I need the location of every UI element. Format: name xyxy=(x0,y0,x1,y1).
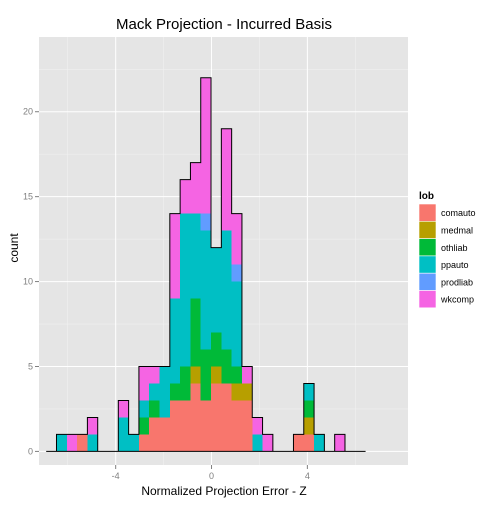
bar-segment-wkcomp xyxy=(334,434,345,452)
bar-segment-wkcomp xyxy=(169,213,181,299)
bar-segment-medmal xyxy=(231,383,242,401)
legend-label-comauto: comauto xyxy=(441,208,476,218)
bar-segment-ppauto xyxy=(221,230,232,350)
bar-segment-medmal xyxy=(241,383,253,401)
x-tick-label: 0 xyxy=(209,471,214,481)
bar-segment-ppauto xyxy=(118,417,129,452)
legend-label-othliab: othliab xyxy=(441,243,468,253)
bar-segment-wkcomp xyxy=(200,77,212,214)
bar-segment-ppauto xyxy=(56,434,67,452)
bar-segment-comauto xyxy=(180,400,191,452)
bar-segment-ppauto xyxy=(128,434,139,452)
bar-segment-othliab xyxy=(180,366,191,401)
bar-segment-ppauto xyxy=(303,383,315,401)
bar-segment-othliab xyxy=(221,349,232,384)
y-tick-label: 5 xyxy=(28,361,33,371)
bar-segment-comauto xyxy=(200,400,212,452)
legend-label-ppauto: ppauto xyxy=(441,260,469,270)
legend-key-medmal xyxy=(418,221,437,239)
bar-segment-othliab xyxy=(190,298,201,367)
legend-key-comauto xyxy=(418,203,437,222)
bar-segment-comauto xyxy=(159,417,170,452)
legend-label-wkcomp: wkcomp xyxy=(440,295,474,305)
bar-segment-medmal xyxy=(303,417,315,435)
stacked-bars xyxy=(56,77,345,452)
bar-segment-wkcomp xyxy=(138,366,150,401)
y-axis-label: count xyxy=(7,233,21,263)
bar-segment-wkcomp xyxy=(66,434,78,452)
x-axis-label: Normalized Projection Error - Z xyxy=(141,484,306,498)
bar-segment-comauto xyxy=(241,400,253,452)
legend-key-prodliab xyxy=(418,272,437,291)
y-tick-label: 15 xyxy=(23,192,33,202)
bar-segment-prodliab xyxy=(231,264,242,282)
bar-segment-comauto xyxy=(138,434,150,452)
bar-segment-comauto xyxy=(190,383,201,452)
y-tick-label: 20 xyxy=(23,107,33,117)
bar-segment-ppauto xyxy=(200,230,212,350)
bar-segment-othliab xyxy=(149,400,160,418)
x-tick-label: -4 xyxy=(112,471,120,481)
x-tick-label: 4 xyxy=(305,471,310,481)
y-axis-ticks: 0 5 10 15 20 xyxy=(23,107,39,456)
chart-title: Mack Projection - Incurred Basis xyxy=(116,16,332,33)
legend-key-othliab xyxy=(418,238,437,257)
bar-segment-comauto xyxy=(169,400,181,452)
bar-segment-wkcomp xyxy=(252,417,263,435)
y-tick-label: 0 xyxy=(28,446,33,456)
bar-segment-ppauto xyxy=(149,383,160,401)
bar-segment-ppauto xyxy=(87,434,98,452)
legend-label-prodliab: prodliab xyxy=(441,277,473,287)
bar-segment-prodliab xyxy=(200,213,212,231)
bar-segment-ppauto xyxy=(252,434,263,452)
bar-segment-ppauto xyxy=(138,400,150,418)
bar-segment-wkcomp xyxy=(190,162,201,214)
bar-segment-wkcomp xyxy=(262,434,273,452)
bar-segment-wkcomp xyxy=(87,417,98,435)
bar-segment-wkcomp xyxy=(180,179,191,214)
x-axis-ticks: -4 0 4 xyxy=(112,465,310,481)
bar-segment-comauto xyxy=(303,434,315,452)
bar-segment-ppauto xyxy=(314,434,325,452)
bar-segment-othliab xyxy=(231,366,242,384)
bar-segment-ppauto xyxy=(211,247,222,333)
bar-segment-comauto xyxy=(231,400,242,452)
bar-segment-ppauto xyxy=(190,213,201,299)
bar-segment-othliab xyxy=(200,349,212,401)
bar-segment-othliab xyxy=(169,383,181,401)
bar-segment-othliab xyxy=(138,417,150,435)
bar-segment-comauto xyxy=(77,434,88,452)
bar-segment-ppauto xyxy=(231,281,242,367)
bar-segment-ppauto xyxy=(180,213,191,367)
bar-segment-wkcomp xyxy=(149,366,160,384)
bar-segment-medmal xyxy=(190,366,201,384)
legend-items: comauto medmal othliab ppauto prodliab wkcomp xyxy=(418,203,476,309)
bar-segment-wkcomp xyxy=(231,213,242,265)
bar-segment-wkcomp xyxy=(221,128,232,231)
bar-segment-wkcomp xyxy=(118,400,129,418)
bar-segment-othliab xyxy=(303,400,315,418)
bar-segment-comauto xyxy=(293,434,304,452)
bar-segment-othliab xyxy=(211,332,222,367)
legend-title: lob xyxy=(419,191,434,202)
bar-segment-ppauto xyxy=(159,366,170,418)
legend-key-ppauto xyxy=(418,255,437,274)
legend-key-wkcomp xyxy=(418,290,437,309)
y-tick-label: 10 xyxy=(23,277,33,287)
legend: lob comauto medmal othliab ppauto prodliab wk… xyxy=(418,191,476,309)
bar-segment-comauto xyxy=(221,383,232,452)
bar-segment-medmal xyxy=(211,366,222,384)
legend-label-medmal: medmal xyxy=(441,225,473,235)
bar-segment-ppauto xyxy=(169,298,181,384)
bar-segment-comauto xyxy=(149,417,160,452)
bar-segment-wkcomp xyxy=(241,366,253,384)
histogram-outline xyxy=(46,77,366,452)
bar-segment-comauto xyxy=(211,383,222,452)
